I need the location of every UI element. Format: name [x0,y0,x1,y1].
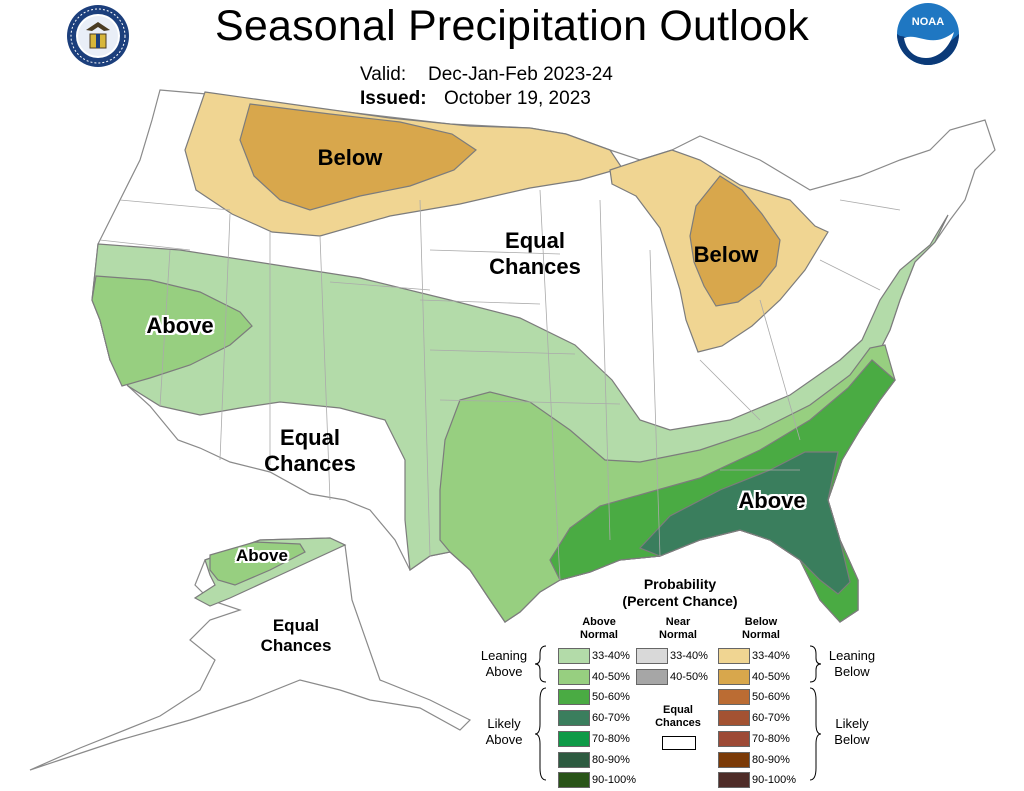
svg-text:NOAA: NOAA [912,16,944,28]
likely-above-label: Likely Above [470,716,538,748]
likely-above-line2: Above [485,732,523,747]
legend-title-1: Probability [643,576,717,592]
below-swatch-5 [718,731,750,747]
leaning-above-label: Leaning Above [470,648,538,680]
near-header-line2: Normal [659,629,697,641]
above-swatch-label-3: 50-60% [592,691,630,703]
leaning-above-line2: Above [485,664,523,679]
below-swatch-7 [718,772,750,788]
great-lakes-below-label: Below [693,242,759,267]
state-boundaries [99,189,901,581]
below-header-line2: Normal [742,629,780,641]
alaska-outline [29,537,472,771]
likely-below-line2: Below [834,732,870,747]
above-swatch-4 [558,710,590,726]
issued-value: October 19, 2023 [444,88,591,109]
near-swatch-1 [636,648,668,664]
above-swatch-label-1: 33-40% [592,650,630,662]
above-swatch-label-2: 40-50% [592,671,630,683]
above-swatch-label-6: 80-90% [592,754,630,766]
below-swatch-2 [718,669,750,685]
west-above-40-50-region [91,275,253,387]
equal-chances-swatch [662,736,696,750]
right-braces [809,645,822,781]
left-braces [534,645,547,781]
alaska-ec-label-1: Equal [272,616,320,635]
near-header-line1: Near [665,616,691,628]
below-swatch-label-1: 33-40% [752,650,790,662]
michigan-below-40-50-region [689,175,781,307]
southeast-above-label: Above [738,488,806,513]
near-header: Near Normal [643,616,713,642]
likely-below-label: Likely Below [816,716,888,748]
equal-chances-legend-label: Equal Chances [648,704,708,730]
below-header: Below Normal [726,616,796,642]
below-swatch-label-4: 60-70% [752,712,790,724]
southeast-above-60-70-region [638,451,851,595]
above-swatch-label-7: 90-100% [592,774,637,786]
southwest-ec-label-1: Equal [280,425,340,450]
alaska-ec-label-2: Chances [260,636,332,655]
leaning-below-line2: Below [834,664,870,679]
legend-title-2: (Percent Chance) [622,593,738,609]
equal-chances-line2: Chances [655,717,701,729]
leaning-below-line1: Leaning [828,648,876,663]
below-swatch-3 [718,689,750,705]
leaning-below-label: Leaning Below [816,648,888,680]
central-ec-label-2: Chances [489,254,581,279]
likely-below-line1: Likely [835,716,869,731]
below-swatch-label-5: 70-80% [752,733,790,745]
north-below-40-50-region [239,103,477,211]
below-swatch-label-2: 40-50% [752,671,790,683]
below-swatch-label-7: 90-100% [752,774,797,786]
central-ec-label-1: Equal [505,228,565,253]
valid-label: Valid: [360,64,407,85]
north-below-label: Below [317,145,383,170]
below-header-line1: Below [744,616,778,628]
near-swatch-2 [636,669,668,685]
below-swatch-4 [718,710,750,726]
issued-label: Issued: [360,88,427,109]
leaning-above-line1: Leaning [480,648,528,663]
above-swatch-label-4: 60-70% [592,712,630,724]
alaska-above-40-50-region [209,541,306,586]
below-swatch-label-3: 50-60% [752,691,790,703]
southwest-ec-label-2: Chances [264,451,356,476]
near-swatch-label-2: 40-50% [670,671,708,683]
near-swatch-label-1: 33-40% [670,650,708,662]
noaa-logo-icon: NOAA [897,3,959,65]
above-swatch-label-5: 70-80% [592,733,630,745]
above-header: Above Normal [564,616,634,642]
below-swatch-1 [718,648,750,664]
below-swatch-label-6: 80-90% [752,754,790,766]
commerce-seal-icon [67,5,129,67]
likely-above-line1: Likely [487,716,521,731]
below-swatch-6 [718,752,750,768]
above-swatch-3 [558,689,590,705]
alaska-above-label: Above [236,546,288,565]
equal-chances-line1: Equal [663,704,693,716]
above-header-line2: Normal [580,629,618,641]
page-title: Seasonal Precipitation Outlook [214,2,810,50]
probability-legend: Probability (Percent Chance) Above Norma… [470,572,890,788]
valid-value: Dec-Jan-Feb 2023-24 [428,64,613,85]
west-above-label: Above [146,313,214,338]
above-swatch-5 [558,731,590,747]
above-swatch-1 [558,648,590,664]
above-swatch-6 [558,752,590,768]
above-header-line1: Above [582,616,616,628]
above-swatch-7 [558,772,590,788]
above-swatch-2 [558,669,590,685]
